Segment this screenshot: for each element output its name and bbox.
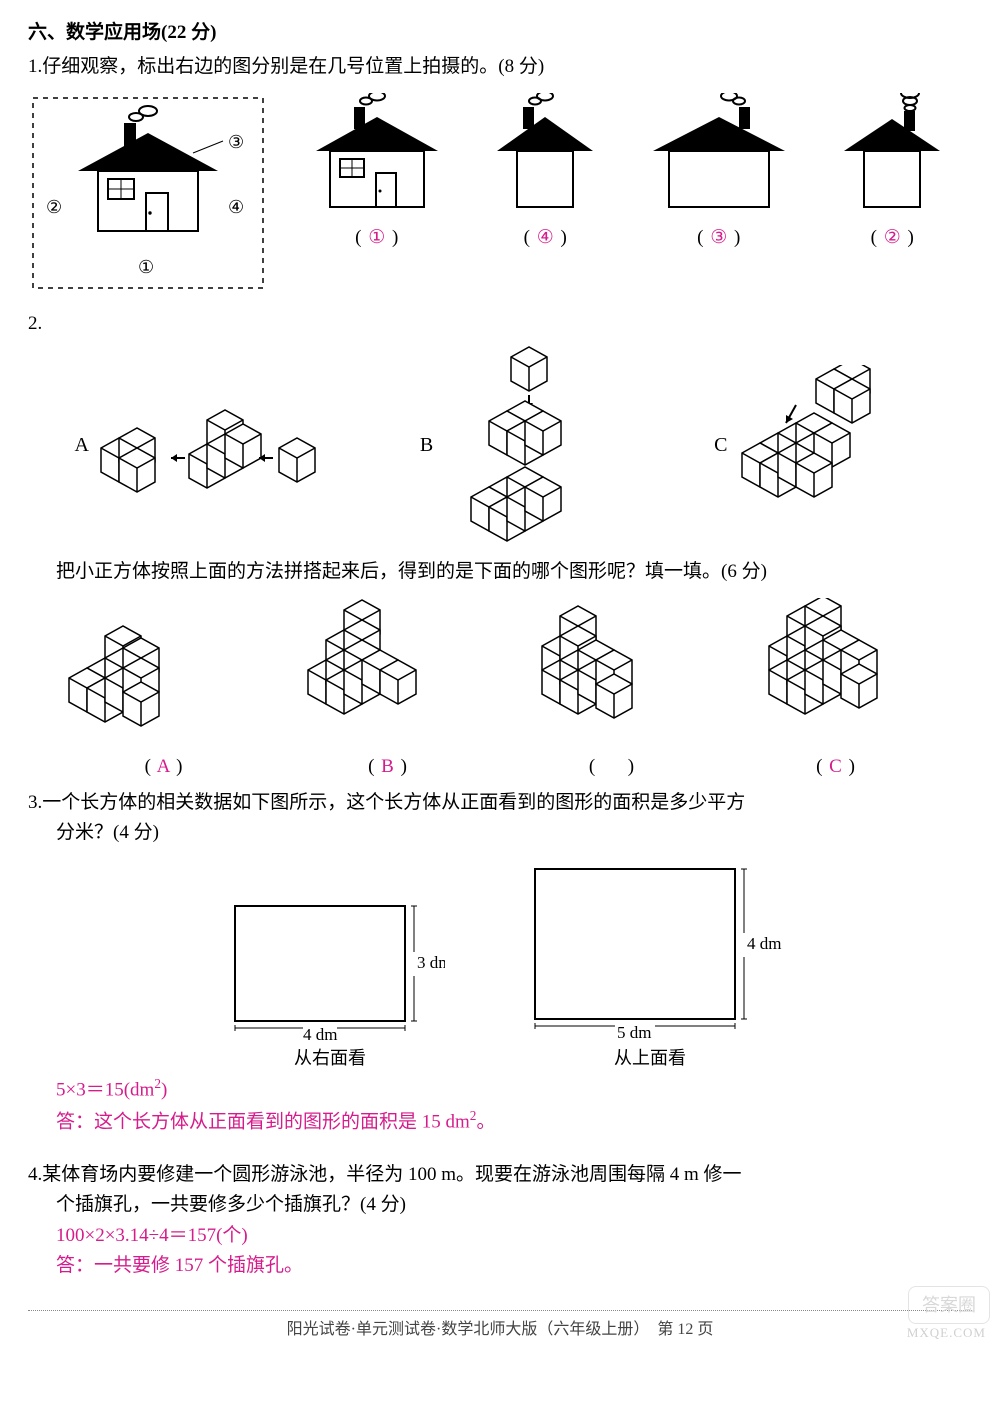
q2-fig-c	[736, 365, 926, 525]
q2-answer-2-val: B	[381, 756, 395, 777]
q1-prompt: 1.仔细观察，标出右边的图分别是在几号位置上拍摄的。(8 分)	[28, 52, 972, 82]
q3-right-w: 4 dm	[303, 1025, 337, 1042]
q1-answer-1-val: ①	[368, 227, 386, 248]
q2-result-4	[755, 598, 945, 748]
q4-solution-expr: 100×2×3.14÷4＝157(个)	[28, 1221, 972, 1251]
q3-top-h: 4 dm	[747, 934, 781, 953]
q1-small-house-1	[312, 93, 442, 223]
q2: 2. A B	[28, 309, 972, 782]
q2-label-c: C	[714, 429, 727, 461]
q2-fig-a	[97, 390, 327, 500]
q2-answer-4-val: C	[829, 756, 843, 777]
q1-answer-1: ( ① )	[312, 223, 442, 253]
q1-answer-3-val: ③	[710, 227, 728, 248]
q3-solution-expr: 5×3＝15(dm2)	[28, 1073, 972, 1106]
q3-prompt-b: 分米？(4 分)	[28, 818, 972, 848]
q2-result-2	[288, 598, 468, 748]
q4-prompt-a: 4.某体育场内要修建一个圆形游泳池，半径为 100 m。现要在游泳池周围每隔 4…	[28, 1160, 972, 1190]
q3-solution-ans: 答：这个长方体从正面看到的图形的面积是 15 dm2。	[28, 1105, 972, 1138]
q3-top-w: 5 dm	[617, 1023, 651, 1042]
q2-label-a: A	[74, 429, 88, 461]
q2-answer-1-val: A	[157, 756, 171, 777]
q3-right-view: 3 dm 4 dm	[215, 892, 445, 1042]
q1-label-3: ③	[228, 132, 244, 152]
q1-answer-2: ( ④ )	[491, 223, 601, 253]
q4-prompt-b: 个插旗孔，一共要修多少个插旗孔？(4 分)	[28, 1190, 972, 1220]
q1-answer-2-val: ④	[537, 227, 555, 248]
q1-small-house-2	[491, 93, 601, 223]
footer: 阳光试卷·单元测试卷·数学北师大版（六年级上册） 第 12 页 答案圈 MXQE…	[28, 1310, 972, 1343]
section-title: 六、数学应用场(22 分)	[28, 18, 972, 48]
q3-right-h: 3 dm	[417, 953, 445, 972]
q1-house-box: ③ ② ④ ①	[28, 93, 268, 293]
q2-result-3	[522, 598, 702, 748]
q3-right-caption: 从右面看	[215, 1044, 445, 1073]
q2-num: 2.	[28, 309, 972, 339]
q2-answer-2: ( B )	[276, 752, 500, 782]
q1-small-house-4	[838, 93, 948, 223]
q3-top-caption: 从上面看	[515, 1044, 785, 1073]
q2-result-1	[55, 618, 235, 748]
footer-text: 阳光试卷·单元测试卷·数学北师大版（六年级上册） 第 12 页	[287, 1321, 714, 1338]
q1-answer-3: ( ③ )	[649, 223, 789, 253]
q1-label-4: ④	[228, 197, 244, 217]
q3-top-view: 4 dm 5 dm	[515, 857, 785, 1042]
q1-answer-4: ( ② )	[838, 223, 948, 253]
q4: 4.某体育场内要修建一个圆形游泳池，半径为 100 m。现要在游泳池周围每隔 4…	[28, 1160, 972, 1282]
watermark-text: MXQE.COM	[907, 1323, 986, 1344]
q1-label-1: ①	[138, 257, 154, 277]
q2-answer-4: ( C )	[724, 752, 948, 782]
q1-label-2: ②	[46, 197, 62, 217]
q1-answer-4-val: ②	[884, 227, 902, 248]
q2-fig-b	[441, 345, 621, 545]
q1-small-house-3	[649, 93, 789, 223]
q2-prompt: 把小正方体按照上面的方法拼搭起来后，得到的是下面的哪个图形呢？填一填。(6 分)	[28, 557, 972, 587]
q1: 1.仔细观察，标出右边的图分别是在几号位置上拍摄的。(8 分)	[28, 52, 972, 292]
q2-answer-1: ( A )	[52, 752, 276, 782]
q3: 3.一个长方体的相关数据如下图所示，这个长方体从正面看到的图形的面积是多少平方 …	[28, 788, 972, 1138]
watermark-box: 答案圈	[908, 1286, 990, 1324]
q3-prompt-a: 3.一个长方体的相关数据如下图所示，这个长方体从正面看到的图形的面积是多少平方	[28, 788, 972, 818]
q4-solution-ans: 答：一共要修 157 个插旗孔。	[28, 1251, 972, 1281]
q2-answer-3: ( )	[500, 752, 724, 782]
q2-label-b: B	[420, 429, 433, 461]
